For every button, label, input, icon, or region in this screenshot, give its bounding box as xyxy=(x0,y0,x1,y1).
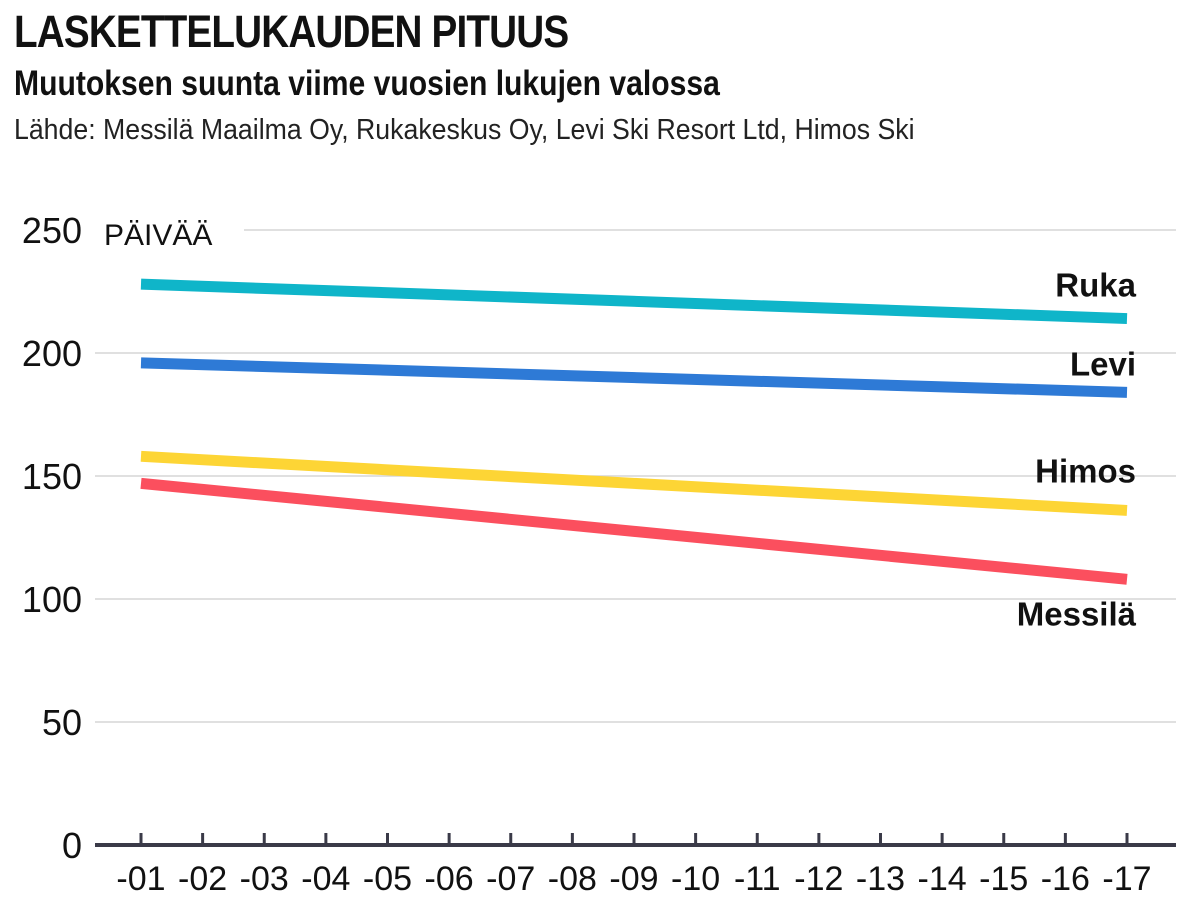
chart-title: LASKETTELUKAUDEN PITUUS xyxy=(14,6,569,57)
y-tick-label: 100 xyxy=(22,579,82,620)
x-tick-label: -01 xyxy=(116,860,165,898)
x-tick-label: -14 xyxy=(918,860,967,898)
y-tick-label: 150 xyxy=(22,456,82,497)
y-tick-label: 200 xyxy=(22,333,82,374)
y-axis-unit-label: PÄIVÄÄ xyxy=(104,219,212,252)
x-axis: -01 -02 -03 -04 -05 -06 -07 -08 -09 -10 -11 -12 -13-… xyxy=(95,833,1176,898)
x-tick-label: -05 xyxy=(363,860,412,898)
x-tick-label: -15 xyxy=(979,860,1028,898)
series-line-ruka xyxy=(140,278,1128,325)
x-tick-label: -07 xyxy=(486,860,535,898)
x-tick-label: -10 xyxy=(671,860,720,898)
series-line-messilä xyxy=(140,477,1128,585)
x-tick-label: -04 xyxy=(301,860,350,898)
series-label-levi: Levi xyxy=(1070,345,1136,382)
series-label-himos: Himos xyxy=(1035,452,1136,489)
y-axis-labels: 0 50 100 150 200 250 xyxy=(22,210,82,866)
series-line-levi xyxy=(140,357,1128,398)
series-label-ruka: Ruka xyxy=(1055,267,1136,304)
series-labels: Ruka Levi Himos Messilä xyxy=(1017,267,1137,633)
x-tick-label: -08 xyxy=(548,860,597,898)
x-tick-label: -17 xyxy=(1102,860,1151,898)
x-tick-label: -13 xyxy=(856,860,905,898)
x-tick-label: -16 xyxy=(1041,860,1090,898)
series-lines xyxy=(140,278,1128,585)
chart-subtitle: Muutoksen suunta viime vuosien lukujen v… xyxy=(14,64,720,103)
y-tick-label: 250 xyxy=(22,210,82,251)
series-label-messilä: Messilä xyxy=(1017,595,1137,632)
x-tick-label: -09 xyxy=(609,860,658,898)
x-tick-label: -12 xyxy=(794,860,843,898)
x-tick-label: -02 xyxy=(178,860,227,898)
series-line-himos xyxy=(140,450,1128,516)
chart-source: Lähde: Messilä Maailma Oy, Rukakeskus Oy… xyxy=(14,114,915,146)
x-tick-label: -03 xyxy=(240,860,289,898)
y-tick-label: 0 xyxy=(62,825,82,866)
grid-lines xyxy=(95,229,1176,723)
x-tick-label: -11 xyxy=(734,860,781,898)
x-tick-label: -06 xyxy=(425,860,474,898)
y-tick-label: 50 xyxy=(42,702,82,743)
